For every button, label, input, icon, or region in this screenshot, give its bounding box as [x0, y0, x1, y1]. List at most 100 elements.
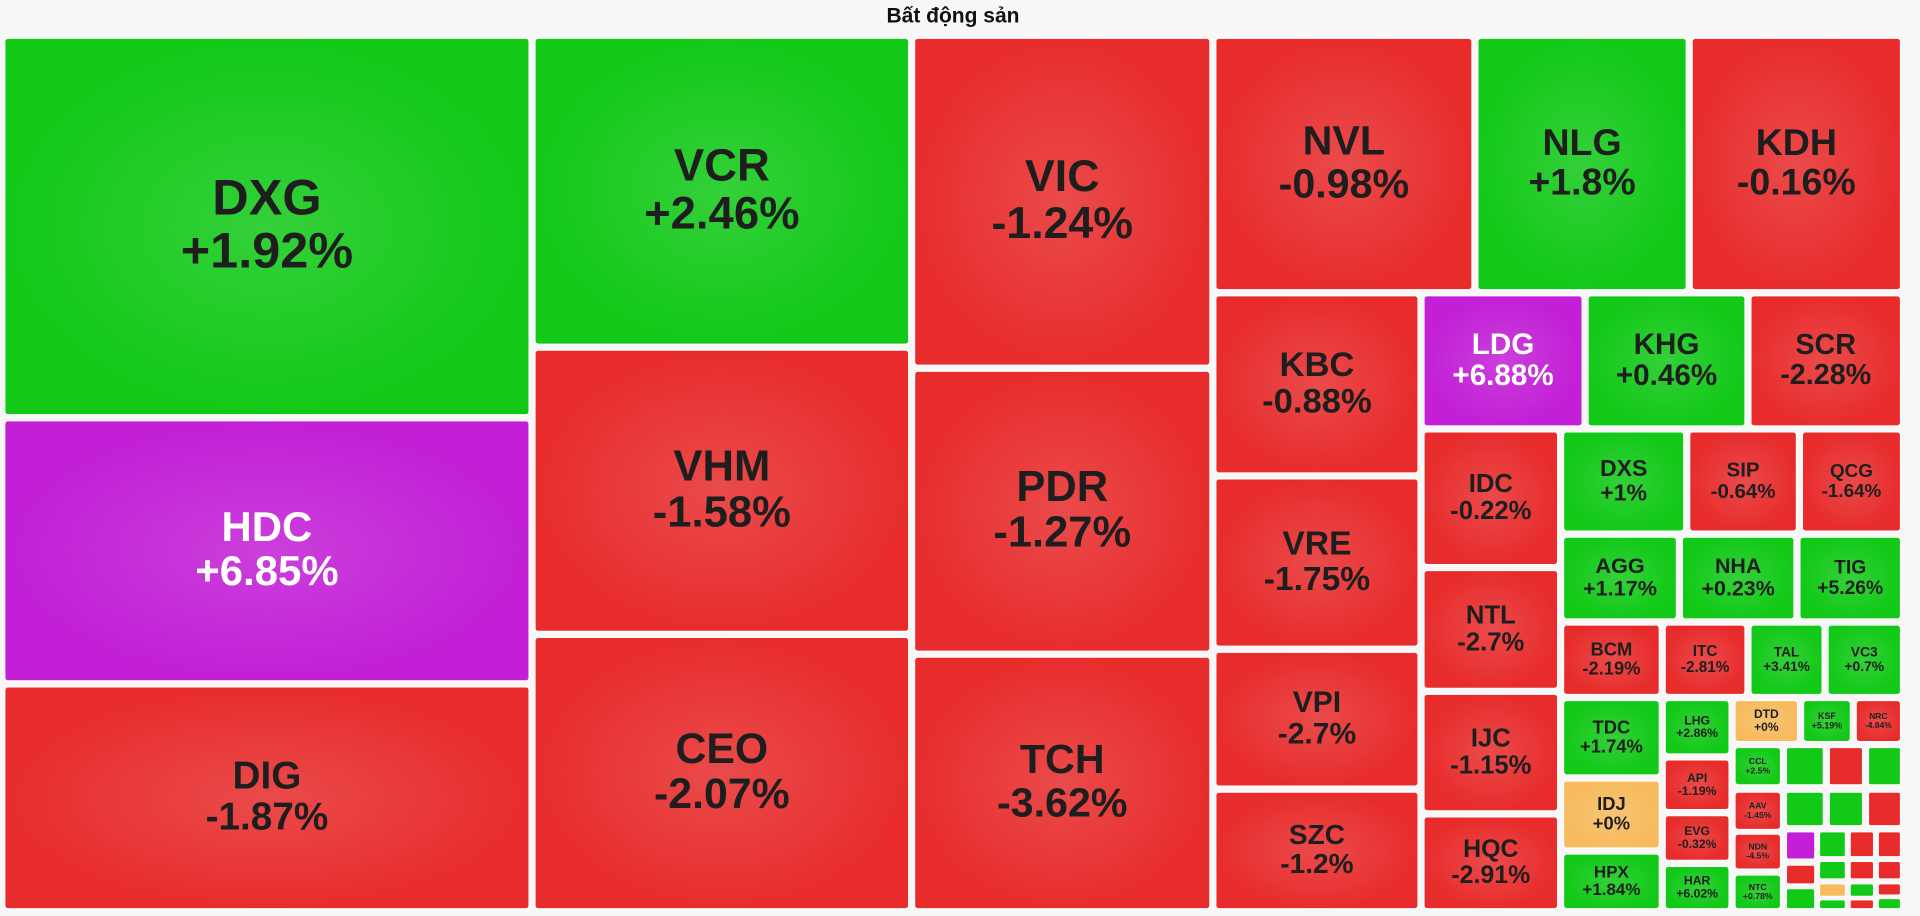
tile — [914, 656, 1211, 910]
ticker-label: CCL — [1749, 756, 1768, 766]
ticker-label: TCH — [1020, 736, 1105, 782]
ticker-label: TDC — [1593, 716, 1631, 737]
ticker-label: NTC — [1749, 882, 1768, 892]
ticker-label: AAV — [1749, 801, 1767, 811]
tile — [1423, 295, 1583, 427]
change-label: +0.7% — [1844, 658, 1884, 674]
tile — [914, 37, 1211, 366]
tile — [1734, 747, 1781, 786]
small-tile — [1849, 831, 1874, 858]
ticker-label: HQC — [1463, 835, 1518, 863]
change-label: +0.23% — [1702, 577, 1775, 601]
change-label: +1.74% — [1580, 736, 1643, 757]
tile — [1423, 816, 1559, 910]
change-label: -1.15% — [1450, 752, 1531, 780]
ticker-label: KHG — [1634, 328, 1700, 361]
tile — [1681, 536, 1795, 620]
tile — [1563, 700, 1660, 776]
change-label: +0% — [1593, 812, 1630, 833]
ticker-label: ITC — [1693, 643, 1718, 660]
change-label: -1.58% — [653, 488, 791, 536]
change-label: -1.27% — [993, 509, 1131, 557]
change-label: -2.19% — [1582, 658, 1640, 679]
change-label: -1.24% — [991, 199, 1133, 248]
tile — [1215, 295, 1419, 474]
ticker-label: NTL — [1466, 601, 1516, 629]
tile — [1734, 791, 1781, 830]
change-label: +1% — [1600, 479, 1647, 505]
small-tile — [1849, 861, 1874, 880]
small-tile — [1877, 883, 1901, 896]
change-label: +0.46% — [1616, 359, 1717, 392]
change-label: -4.84% — [1865, 720, 1892, 730]
ticker-label: VHM — [673, 443, 770, 491]
ticker-label: SCR — [1795, 329, 1856, 361]
tile — [1750, 295, 1901, 427]
tile — [1664, 759, 1730, 811]
small-tile — [1877, 831, 1901, 858]
tile — [1664, 815, 1730, 861]
ticker-label: KSF — [1818, 711, 1836, 721]
change-label: -0.32% — [1678, 837, 1717, 851]
ticker-label: SIP — [1727, 459, 1760, 482]
small-tile — [1877, 861, 1901, 880]
change-label: -1.2% — [1280, 848, 1353, 879]
tile — [4, 37, 530, 416]
tile — [1215, 478, 1419, 647]
ticker-label: HAR — [1684, 874, 1711, 888]
small-tile — [1877, 898, 1901, 910]
tile — [1750, 624, 1823, 695]
small-tile — [1828, 791, 1863, 827]
ticker-label: IJC — [1471, 725, 1511, 753]
tile — [1423, 693, 1559, 812]
small-tile — [1819, 861, 1846, 880]
tile — [1563, 431, 1685, 532]
tile — [4, 420, 530, 682]
ticker-label: TAL — [1774, 645, 1800, 660]
change-label: -0.16% — [1737, 161, 1856, 203]
change-label: +0% — [1754, 720, 1779, 734]
tile — [1477, 37, 1687, 291]
change-label: -1.87% — [206, 795, 329, 838]
ticker-label: NDN — [1748, 842, 1767, 852]
ticker-label: VIC — [1025, 152, 1099, 201]
change-label: -0.22% — [1450, 497, 1531, 525]
ticker-label: DIG — [233, 755, 302, 798]
change-label: -0.88% — [1262, 383, 1372, 421]
tile — [1563, 536, 1677, 620]
ticker-label: CEO — [675, 725, 768, 773]
tile — [914, 370, 1211, 652]
small-tile — [1849, 883, 1874, 897]
change-label: +1.84% — [1582, 880, 1640, 899]
tile — [1587, 295, 1746, 427]
ticker-label: VCR — [674, 140, 770, 191]
ticker-label: NLG — [1542, 121, 1621, 163]
change-label: +6.88% — [1452, 359, 1553, 392]
tile — [1664, 700, 1730, 755]
tile — [1691, 37, 1901, 291]
ticker-label: API — [1687, 771, 1707, 785]
change-label: -0.64% — [1711, 480, 1776, 503]
ticker-label: VC3 — [1851, 643, 1878, 659]
ticker-label: DTD — [1754, 707, 1779, 721]
change-label: +5.19% — [1812, 720, 1843, 730]
change-label: -2.07% — [654, 770, 790, 818]
ticker-label: NVL — [1303, 117, 1385, 163]
ticker-label: PDR — [1016, 463, 1108, 511]
change-label: +2.46% — [644, 187, 799, 238]
change-label: -1.45% — [1744, 810, 1772, 820]
ticker-label: IDJ — [1597, 793, 1626, 814]
tile — [1423, 431, 1559, 565]
small-tile — [1819, 899, 1846, 910]
change-label: -2.81% — [1681, 659, 1730, 676]
change-label: -2.7% — [1457, 628, 1524, 656]
ticker-label: DXS — [1600, 455, 1647, 481]
tile — [1827, 624, 1901, 695]
tile — [1799, 536, 1901, 620]
change-label: +2.5% — [1745, 765, 1770, 775]
ticker-label: KDH — [1756, 121, 1837, 163]
tile — [1563, 624, 1660, 695]
small-tile — [1868, 747, 1901, 786]
ticker-label: LHG — [1684, 713, 1710, 727]
